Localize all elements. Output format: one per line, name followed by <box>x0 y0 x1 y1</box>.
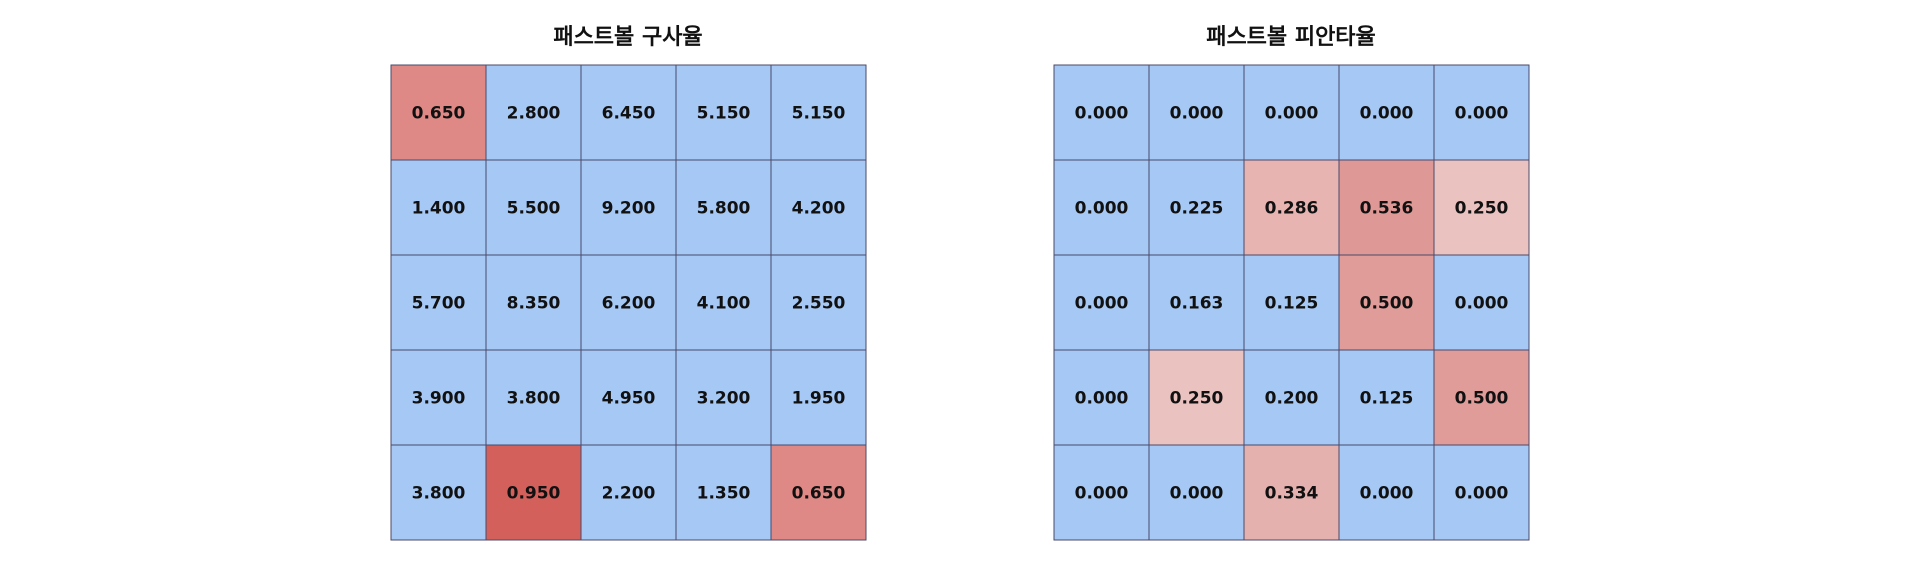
cell-value-label: 6.200 <box>602 294 656 314</box>
heatmap-cell <box>1338 349 1435 446</box>
cell-value-label: 1.950 <box>792 389 846 409</box>
heatmap-cell <box>1148 64 1245 161</box>
heatmap-cell <box>1433 159 1530 256</box>
cell-value-label: 3.200 <box>697 389 751 409</box>
heatmap-cell <box>1053 159 1150 256</box>
cell-value-label: 4.200 <box>792 199 846 219</box>
heatmap-cell <box>1433 349 1530 446</box>
cell-value-label: 0.334 <box>1265 484 1319 504</box>
heatmap-cell <box>770 444 867 541</box>
cell-value-label: 2.550 <box>792 294 846 314</box>
heatmap-cell <box>1243 64 1340 161</box>
cell-value-label: 0.000 <box>1075 389 1129 409</box>
heatmap-cell <box>1148 349 1245 446</box>
heatmap-cell <box>580 444 677 541</box>
cell-value-label: 0.000 <box>1265 104 1319 124</box>
heatmap-cell <box>485 254 582 351</box>
cell-value-label: 0.000 <box>1170 104 1224 124</box>
cell-value-label: 0.225 <box>1170 199 1224 219</box>
cell-value-label: 0.125 <box>1265 294 1319 314</box>
cell-value-label: 3.800 <box>507 389 561 409</box>
heatmap-cell <box>580 254 677 351</box>
heatmap-cell <box>390 159 487 256</box>
heatmap-cell <box>1338 254 1435 351</box>
cell-value-label: 5.500 <box>507 199 561 219</box>
cell-value-label: 0.000 <box>1170 484 1224 504</box>
heatmap-cell <box>580 349 677 446</box>
heatmap-cell <box>390 444 487 541</box>
heatmap-cell <box>1243 444 1340 541</box>
cell-value-label: 6.450 <box>602 104 656 124</box>
heatmap-cell <box>675 64 772 161</box>
heatmap-cell <box>1053 64 1150 161</box>
cell-value-label: 0.650 <box>792 484 846 504</box>
cell-value-label: 8.350 <box>507 294 561 314</box>
cell-value-label: 0.000 <box>1455 294 1509 314</box>
heatmap-cell <box>1433 444 1530 541</box>
chart-title: 패스트볼 피안타율 <box>1206 25 1376 50</box>
heatmap-cell <box>485 349 582 446</box>
heatmap-cell <box>1243 254 1340 351</box>
heatmap-cell <box>770 64 867 161</box>
heatmap-cell <box>770 254 867 351</box>
heatmap-cell <box>580 159 677 256</box>
heatmap-frame <box>1053 64 1530 541</box>
cell-value-label: 5.150 <box>697 104 751 124</box>
cell-value-label: 4.950 <box>602 389 656 409</box>
heatmap-cell <box>770 159 867 256</box>
cell-value-label: 0.200 <box>1265 389 1319 409</box>
heatmap-frame <box>390 64 867 541</box>
cell-value-label: 0.250 <box>1455 199 1509 219</box>
cell-value-label: 9.200 <box>602 199 656 219</box>
heatmap-cell <box>390 64 487 161</box>
cell-value-label: 1.350 <box>697 484 751 504</box>
cell-value-label: 4.100 <box>697 294 751 314</box>
heatmap-cell <box>1148 159 1245 256</box>
cell-value-label: 3.800 <box>412 484 466 504</box>
cell-value-label: 0.286 <box>1265 199 1319 219</box>
cell-value-label: 5.150 <box>792 104 846 124</box>
cell-value-label: 0.125 <box>1360 389 1414 409</box>
chart-title: 패스트볼 구사율 <box>553 25 702 50</box>
cell-value-label: 0.650 <box>412 104 466 124</box>
cell-value-label: 0.000 <box>1075 484 1129 504</box>
cell-value-label: 0.000 <box>1360 104 1414 124</box>
heatmap-cell <box>675 349 772 446</box>
cell-value-label: 1.400 <box>412 199 466 219</box>
heatmap-cell <box>1338 64 1435 161</box>
heatmap-cell <box>1433 254 1530 351</box>
cell-value-label: 0.950 <box>507 484 561 504</box>
cell-value-label: 0.000 <box>1455 104 1509 124</box>
cell-value-label: 0.000 <box>1075 104 1129 124</box>
cell-value-label: 0.500 <box>1360 294 1414 314</box>
heatmap-pitch-usage: 패스트볼 구사율 0.650 2.800 6.450 5.150 5.150 1.400 5… <box>390 25 867 541</box>
cell-value-label: 0.163 <box>1170 294 1224 314</box>
cell-value-label: 0.000 <box>1455 484 1509 504</box>
heatmap-batting-average-against: 패스트볼 피안타율 0.000 0.000 0.000 0.000 0.000 0.000… <box>1053 25 1530 541</box>
heatmap-cell <box>675 254 772 351</box>
cell-value-label: 0.536 <box>1360 199 1414 219</box>
cell-value-label: 0.250 <box>1170 389 1224 409</box>
heatmap-cell <box>770 349 867 446</box>
cell-value-label: 2.800 <box>507 104 561 124</box>
cell-value-label: 5.700 <box>412 294 466 314</box>
cell-value-label: 0.000 <box>1075 294 1129 314</box>
cell-value-label: 0.500 <box>1455 389 1509 409</box>
cell-value-label: 0.000 <box>1075 199 1129 219</box>
cell-value-label: 2.200 <box>602 484 656 504</box>
heatmap-cell <box>1433 64 1530 161</box>
cell-value-label: 3.900 <box>412 389 466 409</box>
heatmap-cell <box>485 444 582 541</box>
cell-value-label: 0.000 <box>1360 484 1414 504</box>
heatmap-cell <box>485 64 582 161</box>
cell-value-label: 5.800 <box>697 199 751 219</box>
